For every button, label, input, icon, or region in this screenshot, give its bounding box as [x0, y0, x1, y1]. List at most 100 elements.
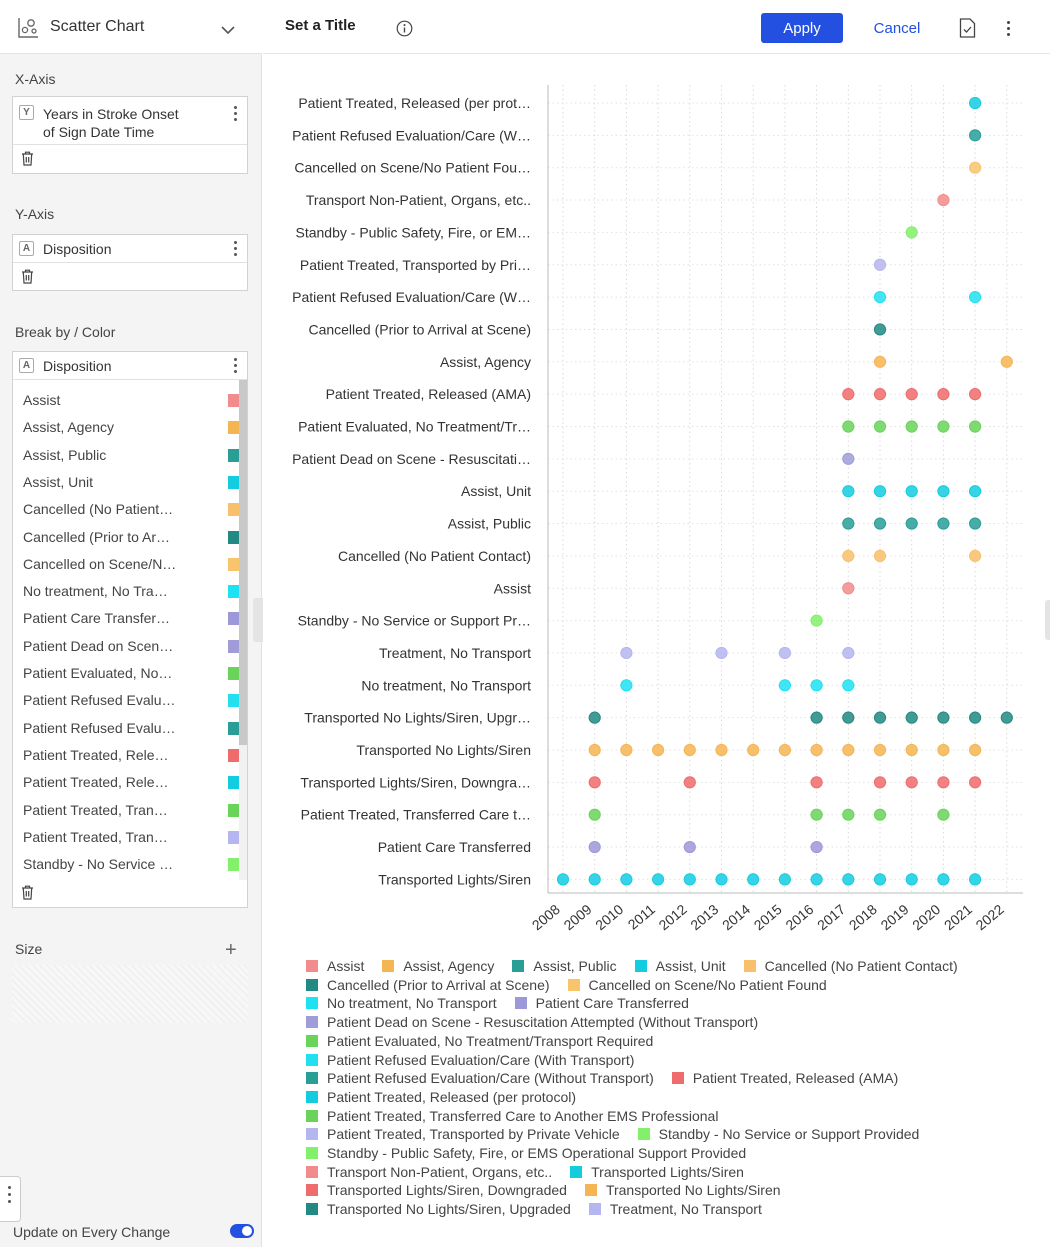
right-panel-handle[interactable]	[1045, 600, 1050, 640]
color-field-menu-icon[interactable]	[233, 358, 239, 376]
color-list-scrollbar[interactable]	[239, 380, 247, 880]
legend-item[interactable]: Cancelled (No Patient Contact)	[743, 957, 958, 976]
color-list-item[interactable]: Patient Evaluated, No…	[23, 665, 241, 681]
x-axis-menu-icon[interactable]	[233, 106, 239, 124]
apply-button[interactable]: Apply	[761, 13, 843, 43]
color-list-item[interactable]: Cancelled (No Patient…	[23, 501, 241, 517]
legend-item[interactable]: Transported Lights/Siren	[570, 1163, 744, 1182]
legend-item[interactable]: Treatment, No Transport	[588, 1200, 762, 1219]
color-swatch[interactable]	[228, 421, 241, 435]
color-swatch[interactable]	[228, 475, 241, 489]
y-axis-field[interactable]: A Disposition	[13, 235, 247, 263]
chevron-down-icon[interactable]	[221, 22, 235, 40]
color-swatch[interactable]	[228, 394, 241, 407]
more-options-icon[interactable]	[1007, 21, 1010, 39]
info-icon[interactable]	[396, 20, 413, 42]
x-axis-delete-icon[interactable]	[21, 151, 34, 171]
color-swatch[interactable]	[228, 530, 241, 544]
legend-item[interactable]: Standby - Public Safety, Fire, or EMS Op…	[306, 1144, 746, 1163]
y-axis-menu-icon[interactable]	[233, 241, 239, 259]
legend-item[interactable]: Assist, Unit	[634, 957, 726, 976]
color-field-delete-icon[interactable]	[21, 885, 34, 905]
legend-item[interactable]: Transported No Lights/Siren	[584, 1181, 781, 1200]
legend-item[interactable]: Transported No Lights/Siren, Upgraded	[306, 1200, 571, 1219]
scrollbar-thumb[interactable]	[239, 380, 247, 745]
color-swatch[interactable]	[228, 830, 241, 844]
data-point	[969, 743, 982, 757]
data-point	[842, 452, 855, 465]
cancel-button[interactable]: Cancel	[859, 13, 935, 43]
color-swatch[interactable]	[228, 503, 241, 517]
color-list-item[interactable]: Patient Treated, Rele…	[23, 747, 241, 763]
legend-item[interactable]: Cancelled on Scene/No Patient Found	[567, 976, 827, 995]
color-swatch[interactable]	[228, 639, 241, 653]
legend-item[interactable]: Patient Refused Evaluation/Care (Without…	[306, 1069, 654, 1088]
color-list-item[interactable]: Assist, Public	[23, 447, 241, 463]
color-swatch[interactable]	[228, 694, 241, 708]
x-tick-label: 2016	[782, 901, 816, 933]
color-list-item[interactable]: Cancelled on Scene/N…	[23, 556, 241, 572]
legend-label: Patient Evaluated, No Treatment/Transpor…	[327, 1032, 654, 1049]
color-swatch[interactable]	[228, 776, 241, 790]
color-swatch[interactable]	[228, 448, 241, 462]
color-list-item[interactable]: Assist, Agency	[23, 419, 241, 435]
legend-item[interactable]: Patient Care Transferred	[514, 994, 689, 1013]
y-tick-label: Patient Refused Evaluation/Care (W…	[292, 289, 531, 305]
color-list-item[interactable]: Patient Care Transfer…	[23, 610, 241, 626]
legend-item[interactable]: Cancelled (Prior to Arrival at Scene)	[306, 976, 550, 995]
legend-item[interactable]: Patient Refused Evaluation/Care (With Tr…	[306, 1051, 634, 1070]
color-list-item[interactable]: Patient Refused Evalu…	[23, 692, 241, 708]
data-point	[778, 646, 792, 660]
add-size-icon[interactable]: +	[225, 939, 237, 961]
color-swatch[interactable]	[228, 667, 241, 680]
color-swatch[interactable]	[228, 612, 241, 626]
legend-item[interactable]: Patient Treated, Released (AMA)	[671, 1069, 898, 1088]
legend-item[interactable]: Patient Treated, Released (per protocol)	[306, 1088, 576, 1107]
legend-item[interactable]: Standby - No Service or Support Provided	[637, 1125, 919, 1144]
legend-item[interactable]: Transport Non-Patient, Organs, etc..	[306, 1163, 552, 1182]
document-icon[interactable]	[959, 18, 976, 43]
color-list-item[interactable]: Patient Treated, Tran…	[23, 829, 241, 845]
color-list-item[interactable]: Patient Treated, Rele…	[23, 774, 241, 790]
chart-title[interactable]: Set a Title	[285, 17, 356, 34]
legend-item[interactable]: No treatment, No Transport	[306, 994, 497, 1013]
legend-item[interactable]: Assist, Agency	[382, 957, 494, 976]
color-list-item[interactable]: Patient Refused Evalu…	[23, 720, 241, 736]
legend-item[interactable]: Assist	[306, 957, 364, 976]
x-axis-field[interactable]: Y Years in Stroke Onset of Sign Date Tim…	[13, 97, 247, 145]
color-list-item[interactable]: Patient Treated, Tran…	[23, 802, 241, 818]
color-list-item[interactable]: Standby - No Service …	[23, 856, 241, 872]
color-swatch[interactable]	[228, 585, 241, 599]
legend-item[interactable]: Patient Evaluated, No Treatment/Transpor…	[306, 1032, 653, 1051]
color-list-item[interactable]: Cancelled (Prior to Ar…	[23, 529, 241, 545]
data-point	[905, 873, 918, 886]
y-tick-label: Patient Dead on Scene - Resuscitati…	[292, 451, 531, 467]
color-swatch[interactable]	[228, 803, 241, 817]
color-list-item[interactable]: Assist	[23, 392, 241, 408]
config-sidebar: Scatter Chart X-Axis Y Years in Stroke O…	[0, 0, 263, 1247]
data-point	[969, 129, 982, 142]
data-point	[873, 485, 887, 498]
data-point	[1000, 711, 1013, 724]
x-tick-label: 2014	[719, 901, 753, 933]
legend-item[interactable]: Patient Treated, Transported by Private …	[306, 1125, 620, 1144]
legend-item[interactable]: Patient Dead on Scene - Resuscitation At…	[306, 1013, 758, 1032]
color-swatch[interactable]	[228, 858, 241, 872]
color-list-item[interactable]: Patient Dead on Scen…	[23, 638, 241, 654]
sidebar-collapse-handle[interactable]	[253, 598, 263, 642]
color-list-item[interactable]: Assist, Unit	[23, 474, 241, 490]
legend-item[interactable]: Assist, Public	[512, 957, 617, 976]
update-on-change-toggle[interactable]	[230, 1224, 254, 1238]
drag-handle-icon[interactable]	[0, 1176, 21, 1222]
color-swatch[interactable]	[228, 721, 241, 735]
color-list-item[interactable]: No treatment, No Tra…	[23, 583, 241, 599]
y-tick-label: Assist, Public	[448, 516, 531, 532]
legend-item[interactable]: Transported Lights/Siren, Downgraded	[306, 1181, 567, 1200]
y-axis-delete-icon[interactable]	[21, 269, 34, 289]
size-drop-zone[interactable]	[12, 965, 248, 1023]
chart-type-selector[interactable]: Scatter Chart	[0, 0, 262, 54]
color-field[interactable]: A Disposition	[13, 352, 247, 380]
legend-item[interactable]: Patient Treated, Transferred Care to Ano…	[306, 1107, 718, 1126]
color-swatch[interactable]	[228, 748, 241, 762]
color-swatch[interactable]	[228, 557, 241, 571]
